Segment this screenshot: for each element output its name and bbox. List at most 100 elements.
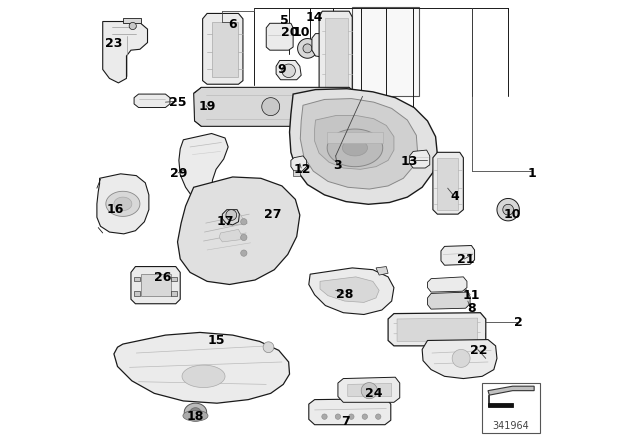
Polygon shape (298, 39, 317, 58)
Text: 3: 3 (333, 159, 341, 172)
Polygon shape (376, 414, 381, 419)
Polygon shape (212, 22, 239, 77)
Polygon shape (335, 414, 340, 419)
Polygon shape (325, 18, 348, 89)
Text: 25: 25 (169, 95, 186, 109)
Polygon shape (134, 277, 140, 281)
Polygon shape (241, 250, 247, 256)
Text: 22: 22 (470, 344, 488, 357)
Text: 26: 26 (154, 271, 171, 284)
Polygon shape (123, 18, 141, 23)
Polygon shape (226, 210, 237, 220)
Polygon shape (326, 132, 383, 143)
Text: 20: 20 (281, 26, 298, 39)
Polygon shape (319, 11, 352, 94)
Polygon shape (338, 377, 400, 402)
Polygon shape (102, 22, 147, 83)
Polygon shape (322, 414, 327, 419)
Polygon shape (312, 34, 330, 57)
Polygon shape (182, 365, 225, 388)
Polygon shape (293, 170, 300, 176)
Polygon shape (437, 158, 458, 210)
Polygon shape (194, 87, 356, 126)
Polygon shape (289, 89, 437, 204)
Polygon shape (219, 229, 241, 242)
Polygon shape (376, 267, 388, 275)
Polygon shape (172, 291, 177, 296)
Text: 10: 10 (504, 207, 522, 221)
Text: 7: 7 (342, 414, 350, 428)
Text: 8: 8 (467, 302, 476, 315)
Polygon shape (179, 134, 228, 198)
Text: 15: 15 (207, 334, 225, 347)
Polygon shape (172, 277, 177, 281)
Polygon shape (315, 116, 394, 169)
Polygon shape (282, 64, 296, 78)
Polygon shape (212, 114, 218, 121)
Text: 23: 23 (105, 37, 123, 51)
Text: 19: 19 (198, 100, 216, 113)
Text: 1: 1 (527, 167, 536, 181)
Text: 14: 14 (306, 10, 323, 24)
Polygon shape (276, 60, 301, 80)
Polygon shape (203, 13, 243, 84)
Polygon shape (348, 383, 392, 396)
Text: 18: 18 (187, 410, 204, 423)
Polygon shape (266, 23, 293, 50)
Polygon shape (241, 234, 247, 241)
Polygon shape (342, 140, 367, 156)
Polygon shape (134, 291, 140, 296)
Polygon shape (349, 414, 354, 419)
Polygon shape (452, 349, 470, 367)
Polygon shape (177, 177, 300, 284)
Polygon shape (428, 292, 470, 309)
Polygon shape (352, 7, 419, 96)
Polygon shape (184, 403, 207, 421)
Polygon shape (221, 213, 243, 226)
Text: 9: 9 (278, 63, 286, 76)
Polygon shape (488, 403, 513, 407)
Text: 6: 6 (228, 18, 237, 31)
Polygon shape (106, 191, 140, 216)
Polygon shape (222, 210, 239, 225)
Polygon shape (262, 98, 280, 116)
Polygon shape (308, 399, 391, 425)
Polygon shape (263, 342, 274, 353)
Polygon shape (362, 414, 367, 419)
Text: 27: 27 (264, 207, 282, 221)
Text: 29: 29 (170, 167, 188, 181)
Polygon shape (303, 44, 312, 53)
Text: 10: 10 (292, 26, 310, 39)
Polygon shape (190, 408, 201, 417)
Text: 2: 2 (514, 316, 522, 329)
Polygon shape (320, 277, 379, 302)
Polygon shape (397, 318, 477, 341)
Text: 5: 5 (280, 13, 289, 27)
Polygon shape (308, 268, 394, 314)
Text: 341964: 341964 (492, 421, 529, 431)
Polygon shape (291, 156, 307, 171)
Text: 21: 21 (457, 253, 474, 267)
Polygon shape (241, 219, 247, 225)
Text: 17: 17 (216, 215, 234, 228)
Bar (482, 383, 540, 433)
Polygon shape (388, 313, 486, 346)
Polygon shape (300, 99, 418, 189)
Polygon shape (129, 22, 136, 30)
Polygon shape (422, 340, 497, 379)
Polygon shape (195, 98, 219, 116)
Text: 4: 4 (450, 190, 459, 203)
Text: 28: 28 (336, 288, 353, 302)
Text: 12: 12 (293, 163, 311, 176)
Polygon shape (114, 332, 289, 403)
Polygon shape (196, 114, 204, 121)
Text: 13: 13 (401, 155, 419, 168)
Polygon shape (361, 383, 378, 399)
Polygon shape (131, 267, 180, 304)
Polygon shape (433, 152, 463, 214)
Polygon shape (410, 150, 430, 168)
Polygon shape (488, 386, 534, 395)
Text: 16: 16 (106, 203, 124, 216)
Polygon shape (428, 277, 467, 292)
Polygon shape (97, 174, 149, 234)
